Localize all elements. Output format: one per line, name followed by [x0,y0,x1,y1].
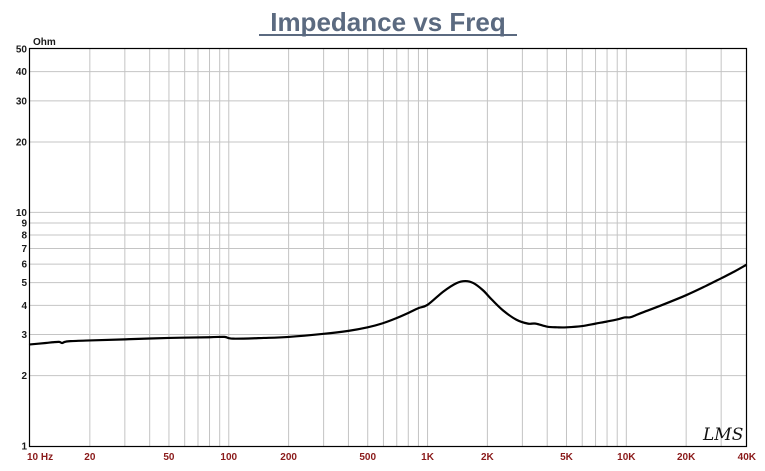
x-axis-ticks: 10 Hz 20 50 100 200 500 1K 2K 5K 10K 20K 40K [27,452,757,463]
x-tick-label: 2K [481,452,495,463]
x-tick-label: 40K [738,452,757,463]
y-tick-label: 50 [16,45,28,56]
impedance-curve [28,263,748,346]
y-tick-label: 4 [21,301,27,312]
y-tick-label: 9 [21,219,27,230]
x-tick-label: 5K [560,452,574,463]
x-tick-label: 200 [280,452,297,463]
x-tick-label: 100 [220,452,237,463]
x-tick-label: 20K [677,452,696,463]
y-tick-label: 30 [16,96,28,107]
y-tick-label: 5 [21,278,27,289]
x-tick-label: 50 [163,452,175,463]
x-tick-label: 10 Hz [27,452,53,463]
x-tick-label: 1K [421,452,435,463]
x-tick-label: 10K [617,452,636,463]
series-layer [28,263,748,346]
x-tick-label: 20 [84,452,96,463]
y-tick-label: 1 [21,442,27,453]
lms-logo: LMS [702,425,743,445]
y-tick-label: 10 [16,208,28,219]
chart-title: Impedance vs Freq [270,7,506,37]
y-tick-label: 8 [21,230,27,241]
y-tick-label: 3 [21,330,27,341]
x-tick-label: 500 [359,452,376,463]
y-tick-label: 6 [21,260,27,271]
y-tick-label: 20 [16,137,28,148]
y-tick-label: 7 [21,244,27,255]
y-tick-label: 40 [16,67,28,78]
y-tick-label: 2 [21,371,27,382]
y-axis-unit-label: Ohm [33,37,56,48]
plot-frame [28,47,748,448]
grid [30,49,746,446]
